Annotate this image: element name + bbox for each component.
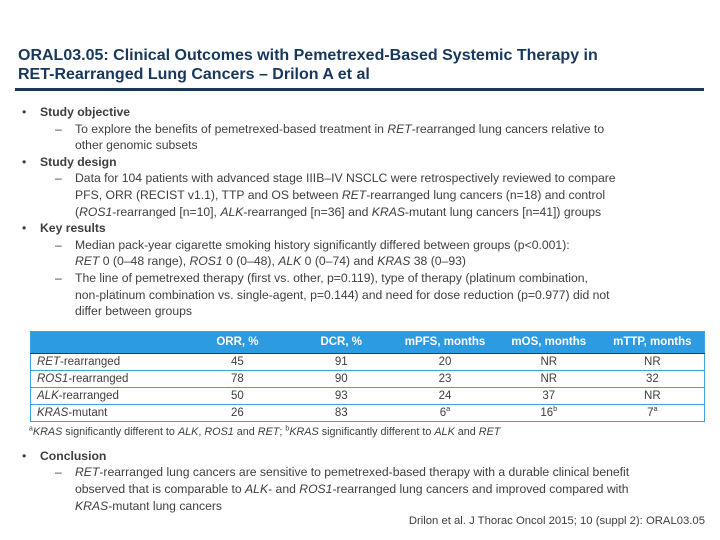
bullet-heading: Study objective: [40, 105, 131, 119]
slide-title: ORAL03.05: Clinical Outcomes with Pemetr…: [18, 47, 598, 83]
bullet-heading: Key results: [40, 221, 106, 236]
sub-bullet: – Data for 104 patients with advanced st…: [16, 170, 704, 220]
sub-bullet-text: RET-rearranged lung cancers are sensitiv…: [75, 465, 630, 513]
header-cell-orr: ORR, %: [185, 331, 290, 354]
cell: 26: [185, 403, 290, 422]
cell: 6a: [393, 403, 497, 422]
dash-marker: –: [55, 465, 62, 480]
bullet-marker: •: [22, 154, 27, 169]
dash-marker: –: [55, 121, 62, 136]
table-row: ROS1-rearranged 78 90 23 NR 32: [30, 369, 705, 388]
cell: 20: [393, 352, 497, 371]
header-cell-blank: [30, 331, 186, 354]
cell: 7a: [600, 403, 705, 422]
table-footnote: aKRAS significantly different to ALK, RO…: [29, 425, 501, 438]
cell: NR: [600, 352, 705, 371]
cell: 78: [185, 369, 290, 388]
cell: 45: [185, 352, 290, 371]
header-cell-mpfs: mPFS, months: [393, 331, 497, 354]
cell: 32: [600, 369, 705, 388]
bullet-heading: Study design: [40, 154, 117, 169]
sub-bullet: – RET-rearranged lung cancers are sensit…: [16, 464, 704, 514]
row-label: ALK-rearranged: [30, 386, 186, 405]
dash-marker: –: [55, 171, 62, 186]
bullet-study-objective: • Study objective: [16, 104, 704, 121]
body-content: • Study objective – To explore the benef…: [16, 104, 704, 320]
row-label: KRAS-mutant: [30, 403, 186, 422]
header-cell-mttp: mTTP, months: [600, 331, 705, 354]
results-table-container: ORR, % DCR, % mPFS, months mOS, months m…: [30, 330, 705, 422]
cell: 37: [496, 386, 601, 405]
sub-bullet-text: Data for 104 patients with advanced stag…: [75, 171, 616, 219]
cell: 90: [289, 369, 394, 388]
cell: 83: [289, 403, 394, 422]
citation-footer: Drilon et al. J Thorac Oncol 2015; 10 (s…: [408, 515, 705, 527]
bullet-study-design: • Study design: [16, 154, 704, 171]
title-divider-rule: [15, 88, 704, 91]
row-label: ROS1-rearranged: [30, 369, 186, 388]
table-row: ALK-rearranged 50 93 24 37 NR: [30, 386, 705, 405]
table-row: RET-rearranged 45 91 20 NR NR: [30, 352, 705, 371]
cell: 24: [393, 386, 497, 405]
sub-bullet: – To explore the benefits of pemetrexed-…: [16, 121, 704, 154]
cell: 50: [185, 386, 290, 405]
cell: 93: [289, 386, 394, 405]
bullet-marker: •: [22, 105, 27, 119]
bullet-heading: Conclusion: [40, 448, 107, 463]
sub-bullet: – Median pack-year cigarette smoking his…: [16, 237, 704, 270]
table-row: KRAS-mutant 26 83 6a 16b 7a: [30, 403, 705, 422]
sub-bullet-text: Median pack-year cigarette smoking histo…: [75, 237, 570, 269]
cell: NR: [600, 386, 705, 405]
sub-bullet-text: To explore the benefits of pemetrexed-ba…: [75, 121, 605, 153]
dash-marker: –: [55, 237, 62, 252]
sub-bullet-text: The line of pemetrexed therapy (first vs…: [75, 270, 610, 319]
bullet-marker: •: [22, 448, 27, 463]
results-table: ORR, % DCR, % mPFS, months mOS, months m…: [30, 330, 705, 422]
cell: 91: [289, 352, 394, 371]
cell: 23: [393, 369, 497, 388]
bullet-conclusion: • Conclusion: [16, 448, 704, 465]
table-header-row: ORR, % DCR, % mPFS, months mOS, months m…: [30, 331, 705, 354]
bullet-marker: •: [22, 221, 27, 236]
row-label: RET-rearranged: [30, 352, 186, 371]
conclusion-section: • Conclusion – RET-rearranged lung cance…: [16, 448, 704, 514]
sub-bullet: – The line of pemetrexed therapy (first …: [16, 270, 704, 320]
header-cell-mos: mOS, months: [496, 331, 601, 354]
cell: 16b: [496, 403, 601, 422]
bullet-key-results: • Key results: [16, 220, 704, 237]
dash-marker: –: [55, 270, 62, 285]
cell: NR: [496, 369, 601, 388]
cell: NR: [496, 352, 601, 371]
header-cell-dcr: DCR, %: [289, 331, 394, 354]
